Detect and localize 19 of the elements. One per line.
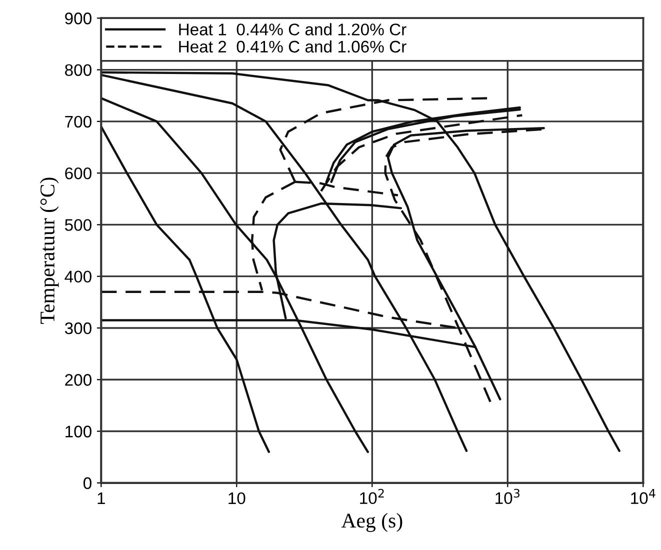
x-tick-label: 10 — [228, 492, 246, 504]
x-tick-label: 1 — [98, 492, 105, 504]
x-tick-label: 10$^{3}$ — [496, 488, 520, 504]
x-tick-label: 10$^{4}$ — [631, 489, 656, 504]
y-tick-label: 700 — [65, 116, 92, 128]
y-tick-label: 300 — [64, 322, 92, 334]
y-tick-label: 200 — [65, 374, 92, 386]
y-tick-label: 900 — [65, 12, 92, 24]
y-tick-label: 800 — [65, 64, 92, 76]
y-tick-label: 500 — [64, 219, 92, 231]
y-tick-label: 100 — [66, 426, 92, 438]
y-tick-label: 400 — [64, 270, 92, 283]
legend-label: Heat 1 0.44% C and 1.20% Cr — [179, 23, 406, 36]
y-tick-label: 600 — [65, 167, 92, 180]
y-tick-label: 0 — [83, 477, 92, 490]
legend-label: Heat 2 0.41% C and 1.06% Cr — [179, 40, 406, 53]
x-axis-title: Aeg (s) — [341, 513, 402, 532]
y-axis-title: Temperatuur (°C) — [40, 178, 59, 324]
x-tick-label: 10$^{2}$ — [360, 488, 384, 504]
